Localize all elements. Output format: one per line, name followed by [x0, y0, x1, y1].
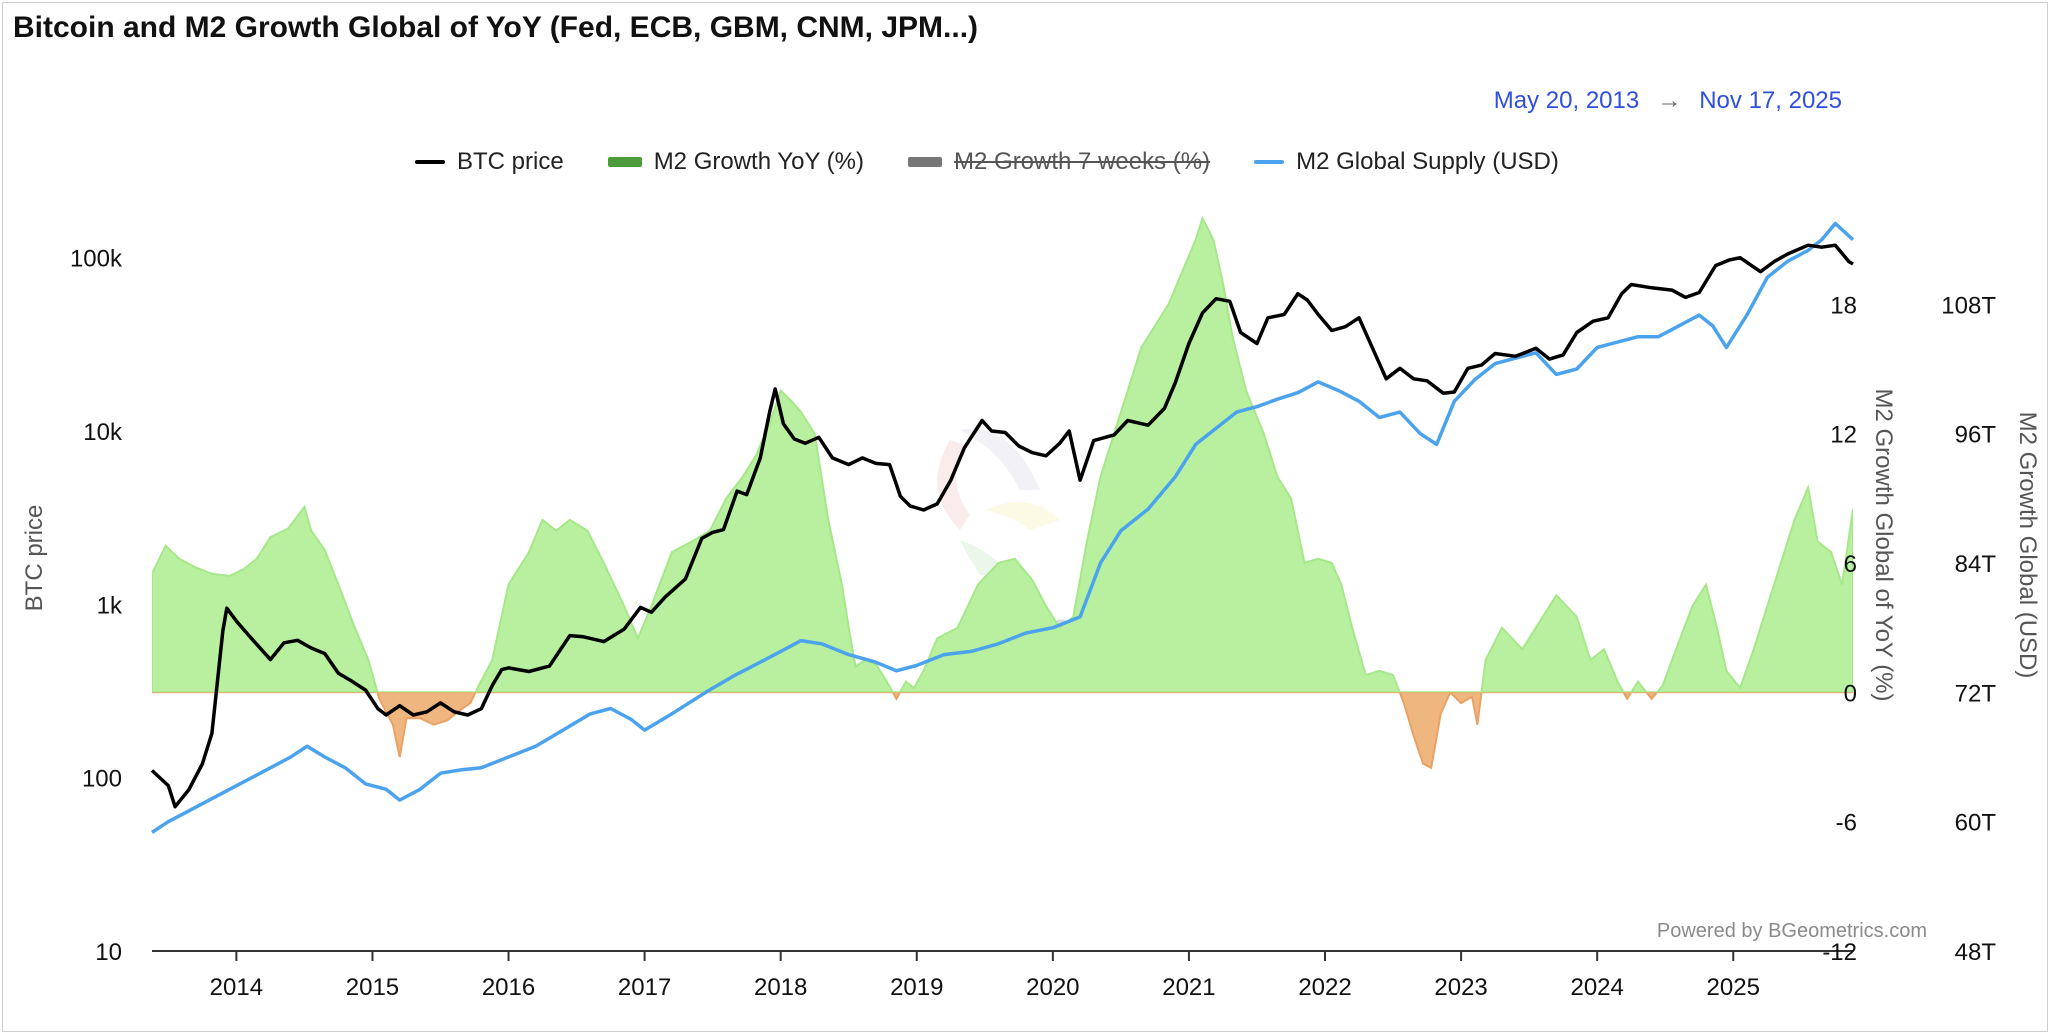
- arrow-right-icon: →: [1657, 87, 1682, 114]
- date-range[interactable]: May 20, 2013 → Nov 17, 2025: [1494, 87, 1842, 115]
- legend-swatch-m2-supply: [1254, 160, 1285, 164]
- credit-link[interactable]: Powered by BGeometrics.com: [1656, 920, 1927, 942]
- x-tick-label: 2021: [1162, 974, 1215, 1001]
- y-right2-tick-label: 48T: [1955, 939, 1997, 966]
- x-tick-label: 2014: [210, 974, 263, 1001]
- m2-growth-positive-area[interactable]: [152, 215, 1853, 768]
- legend-swatch-m2-7weeks: [908, 157, 943, 167]
- date-range-start[interactable]: May 20, 2013: [1493, 87, 1640, 114]
- y-right1-tick-label: 12: [1830, 422, 1857, 449]
- y-left-tick-label: 10k: [83, 419, 123, 446]
- watermark-shape: [937, 440, 970, 530]
- chart-title: Bitcoin and M2 Growth Global of YoY (Fed…: [13, 11, 979, 44]
- x-tick-label: 2023: [1434, 974, 1487, 1001]
- y-left-tick-label: 10: [95, 939, 122, 966]
- y-right2-tick-label: 84T: [1955, 551, 1997, 578]
- m2-supply-line-series[interactable]: [151, 221, 1855, 834]
- y-right2-tick-label: 72T: [1955, 680, 1997, 707]
- y-right1-tick-label: 18: [1830, 292, 1857, 319]
- x-tick-label: 2024: [1570, 974, 1623, 1001]
- y-right1-tick-label: 0: [1844, 680, 1857, 707]
- y-right1-tick-label: 6: [1844, 551, 1857, 578]
- y-right1-axis-title: M2 Growth Global of YoY (%): [1870, 388, 1897, 701]
- legend-label: M2 Global Supply (USD): [1296, 148, 1559, 175]
- x-tick-label: 2016: [482, 974, 535, 1001]
- x-tick-label: 2025: [1707, 974, 1760, 1001]
- watermark-shape: [985, 502, 1060, 530]
- m2-growth-negative-area[interactable]: [152, 218, 1853, 770]
- x-tick-label: 2020: [1026, 974, 1079, 1001]
- y-left-tick-label: 100k: [70, 246, 123, 273]
- y-right1-tick-label: -6: [1836, 810, 1857, 837]
- m2-growth-area-series[interactable]: [152, 215, 1853, 770]
- x-tick-label: 2018: [754, 974, 807, 1001]
- legend-label: BTC price: [457, 148, 564, 175]
- x-tick-label: 2017: [618, 974, 671, 1001]
- x-tick-label: 2019: [890, 974, 943, 1001]
- y-left-tick-label: 1k: [97, 592, 123, 619]
- btc-price-line[interactable]: [150, 243, 1854, 809]
- legend-item-m2-growth-7-weeks[interactable]: M2 Growth 7 weeks (%): [908, 148, 1210, 176]
- legend-item-m2-growth-yoy[interactable]: M2 Growth YoY (%): [607, 148, 865, 176]
- y-left-axis-title: BTC price: [21, 505, 48, 612]
- y-left-tick-label: 100: [82, 766, 122, 793]
- legend-item-m2-global-supply[interactable]: M2 Global Supply (USD): [1254, 148, 1559, 176]
- legend-swatch-m2-growth: [607, 157, 642, 167]
- y-right2-tick-label: 96T: [1955, 422, 1997, 449]
- btc-price-line-series[interactable]: [150, 243, 1854, 809]
- x-tick-label: 2015: [346, 974, 399, 1001]
- legend-label: M2 Growth 7 weeks (%): [954, 148, 1211, 175]
- x-tick-label: 2022: [1298, 974, 1351, 1001]
- axes: 2014 2015 2016 2017 2018 2019 2020 2021 2022 2023…: [21, 246, 2041, 1001]
- legend-label: M2 Growth YoY (%): [653, 148, 865, 175]
- y-right2-axis-title: M2 Growth Global (USD): [2014, 412, 2041, 679]
- y-right2-tick-label: 108T: [1941, 292, 1996, 319]
- legend-swatch-btc: [415, 160, 445, 164]
- date-range-end[interactable]: Nov 17, 2025: [1699, 87, 1842, 114]
- y-right1-tick-label: -12: [1822, 939, 1857, 966]
- m2-supply-line[interactable]: [151, 221, 1855, 834]
- legend: BTC price M2 Growth YoY (%) M2 Growth 7 …: [415, 148, 1559, 176]
- legend-item-btc-price[interactable]: BTC price: [415, 148, 564, 176]
- y-right2-tick-label: 60T: [1955, 810, 1997, 837]
- watermark-shape: [960, 428, 1040, 490]
